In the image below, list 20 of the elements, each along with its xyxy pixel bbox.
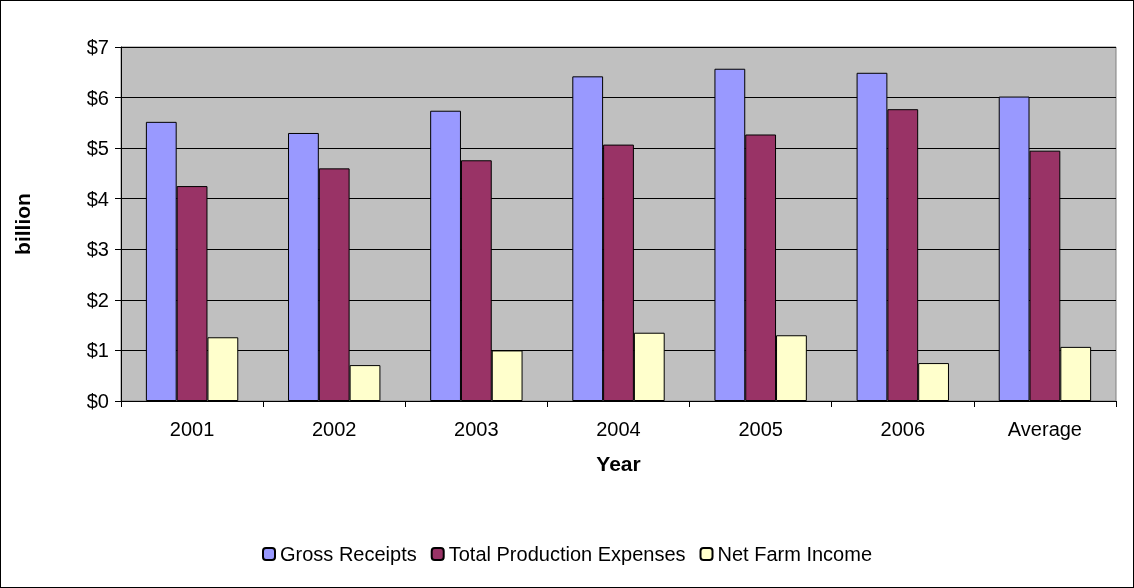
y-tick-label: $7 xyxy=(86,36,109,58)
legend-label: Gross Receipts xyxy=(280,543,417,565)
x-tick-label: 2005 xyxy=(738,418,783,440)
x-tick-label: 2003 xyxy=(454,418,499,440)
x-tick-label: 2002 xyxy=(311,418,357,440)
y-tick-label: $5 xyxy=(86,137,109,160)
x-axis-title: Year xyxy=(596,452,641,475)
y-tick-label: $0 xyxy=(86,390,109,412)
legend-label: Net Farm Income xyxy=(717,543,872,565)
y-tick-label: $1 xyxy=(86,339,109,362)
y-tick-label: $6 xyxy=(86,86,109,109)
y-axis-title: billion xyxy=(11,193,34,255)
y-tick-label: $3 xyxy=(86,238,109,261)
x-tick-label: 2004 xyxy=(596,418,641,440)
y-tick-label: $2 xyxy=(86,288,109,311)
x-tick-label: 2001 xyxy=(169,418,215,440)
x-tick-label: Average xyxy=(1007,418,1082,440)
legend-label: Total Production Expenses xyxy=(448,543,686,565)
y-tick-label: $4 xyxy=(86,187,109,210)
x-tick-label: 2006 xyxy=(880,418,926,440)
